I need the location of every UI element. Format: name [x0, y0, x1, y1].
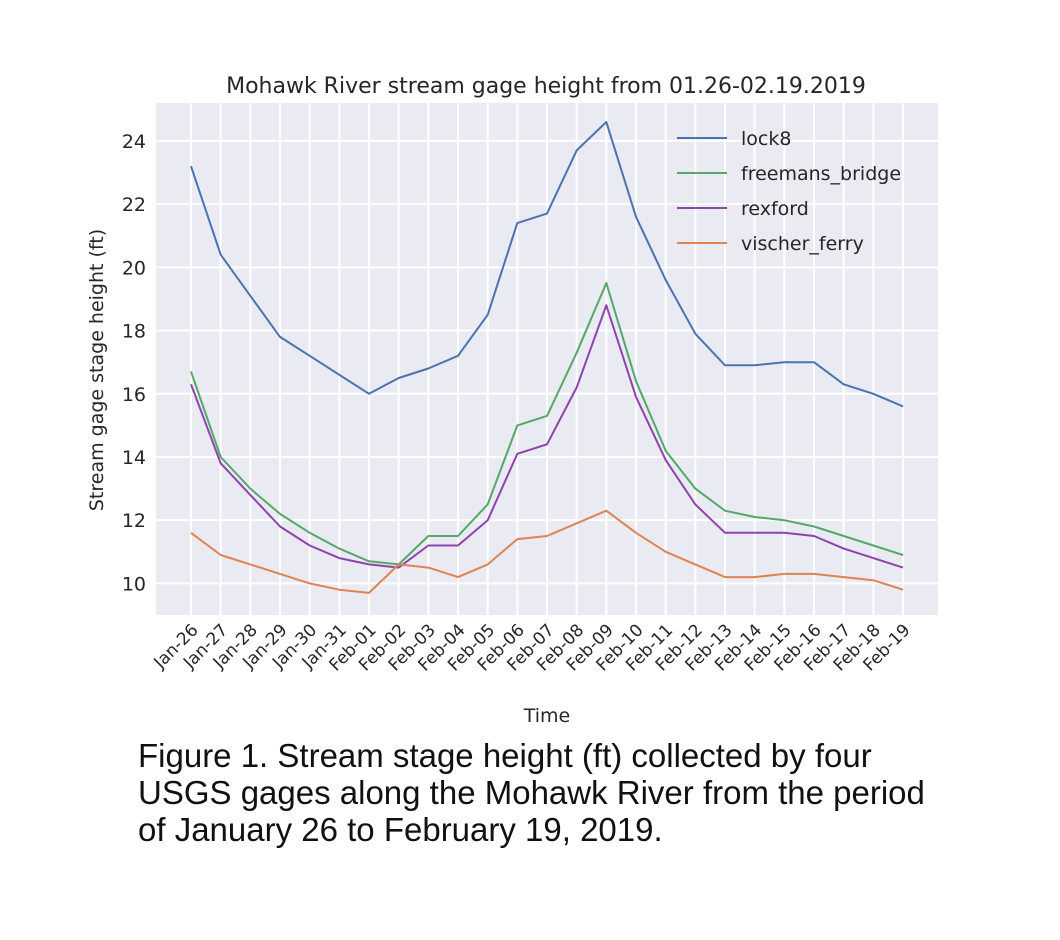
series-line-rexford: [190, 304, 904, 569]
figure-caption: Figure 1. Stream stage height (ft) colle…: [138, 737, 998, 848]
x-axis-ticks: Jan-26Jan-27Jan-28Jan-29Jan-30Jan-31Feb-…: [150, 620, 915, 675]
y-axis-ticks: 10 12 14 16 18 20 22 24: [122, 131, 146, 595]
caption-line: of January 26 to February 19, 2019.: [138, 811, 663, 848]
series-line-freemans-bridge: [190, 282, 904, 566]
y-tick-label: 20: [122, 257, 146, 279]
legend-label: lock8: [741, 128, 791, 150]
legend-label: vischer_ferry: [741, 233, 864, 255]
y-tick-label: 18: [122, 321, 146, 343]
series-lines: [190, 121, 904, 594]
series-line-lock8: [190, 121, 904, 408]
y-tick-label: 12: [122, 510, 146, 532]
legend-label: freemans_bridge: [741, 163, 901, 185]
x-axis-label: Time: [523, 705, 571, 727]
series-line-vischer-ferry: [190, 509, 904, 594]
y-tick-label: 24: [122, 131, 146, 153]
y-tick-label: 22: [122, 194, 146, 216]
line-chart: 10 12 14 16 18 20 22 24 Jan-26Jan-27Jan-28Jan-2…: [86, 74, 938, 727]
y-tick-label: 14: [122, 447, 146, 469]
caption-line: USGS gages along the Mohawk River from t…: [138, 774, 925, 811]
grid-lines: [156, 103, 938, 615]
legend-label: rexford: [741, 198, 809, 220]
y-tick-label: 10: [122, 573, 146, 595]
chart-title: Mohawk River stream gage height from 01.…: [226, 74, 866, 99]
y-tick-label: 16: [122, 384, 146, 406]
caption-line: Figure 1. Stream stage height (ft) colle…: [138, 737, 872, 774]
y-axis-label: Stream gage stage height (ft): [86, 229, 108, 511]
